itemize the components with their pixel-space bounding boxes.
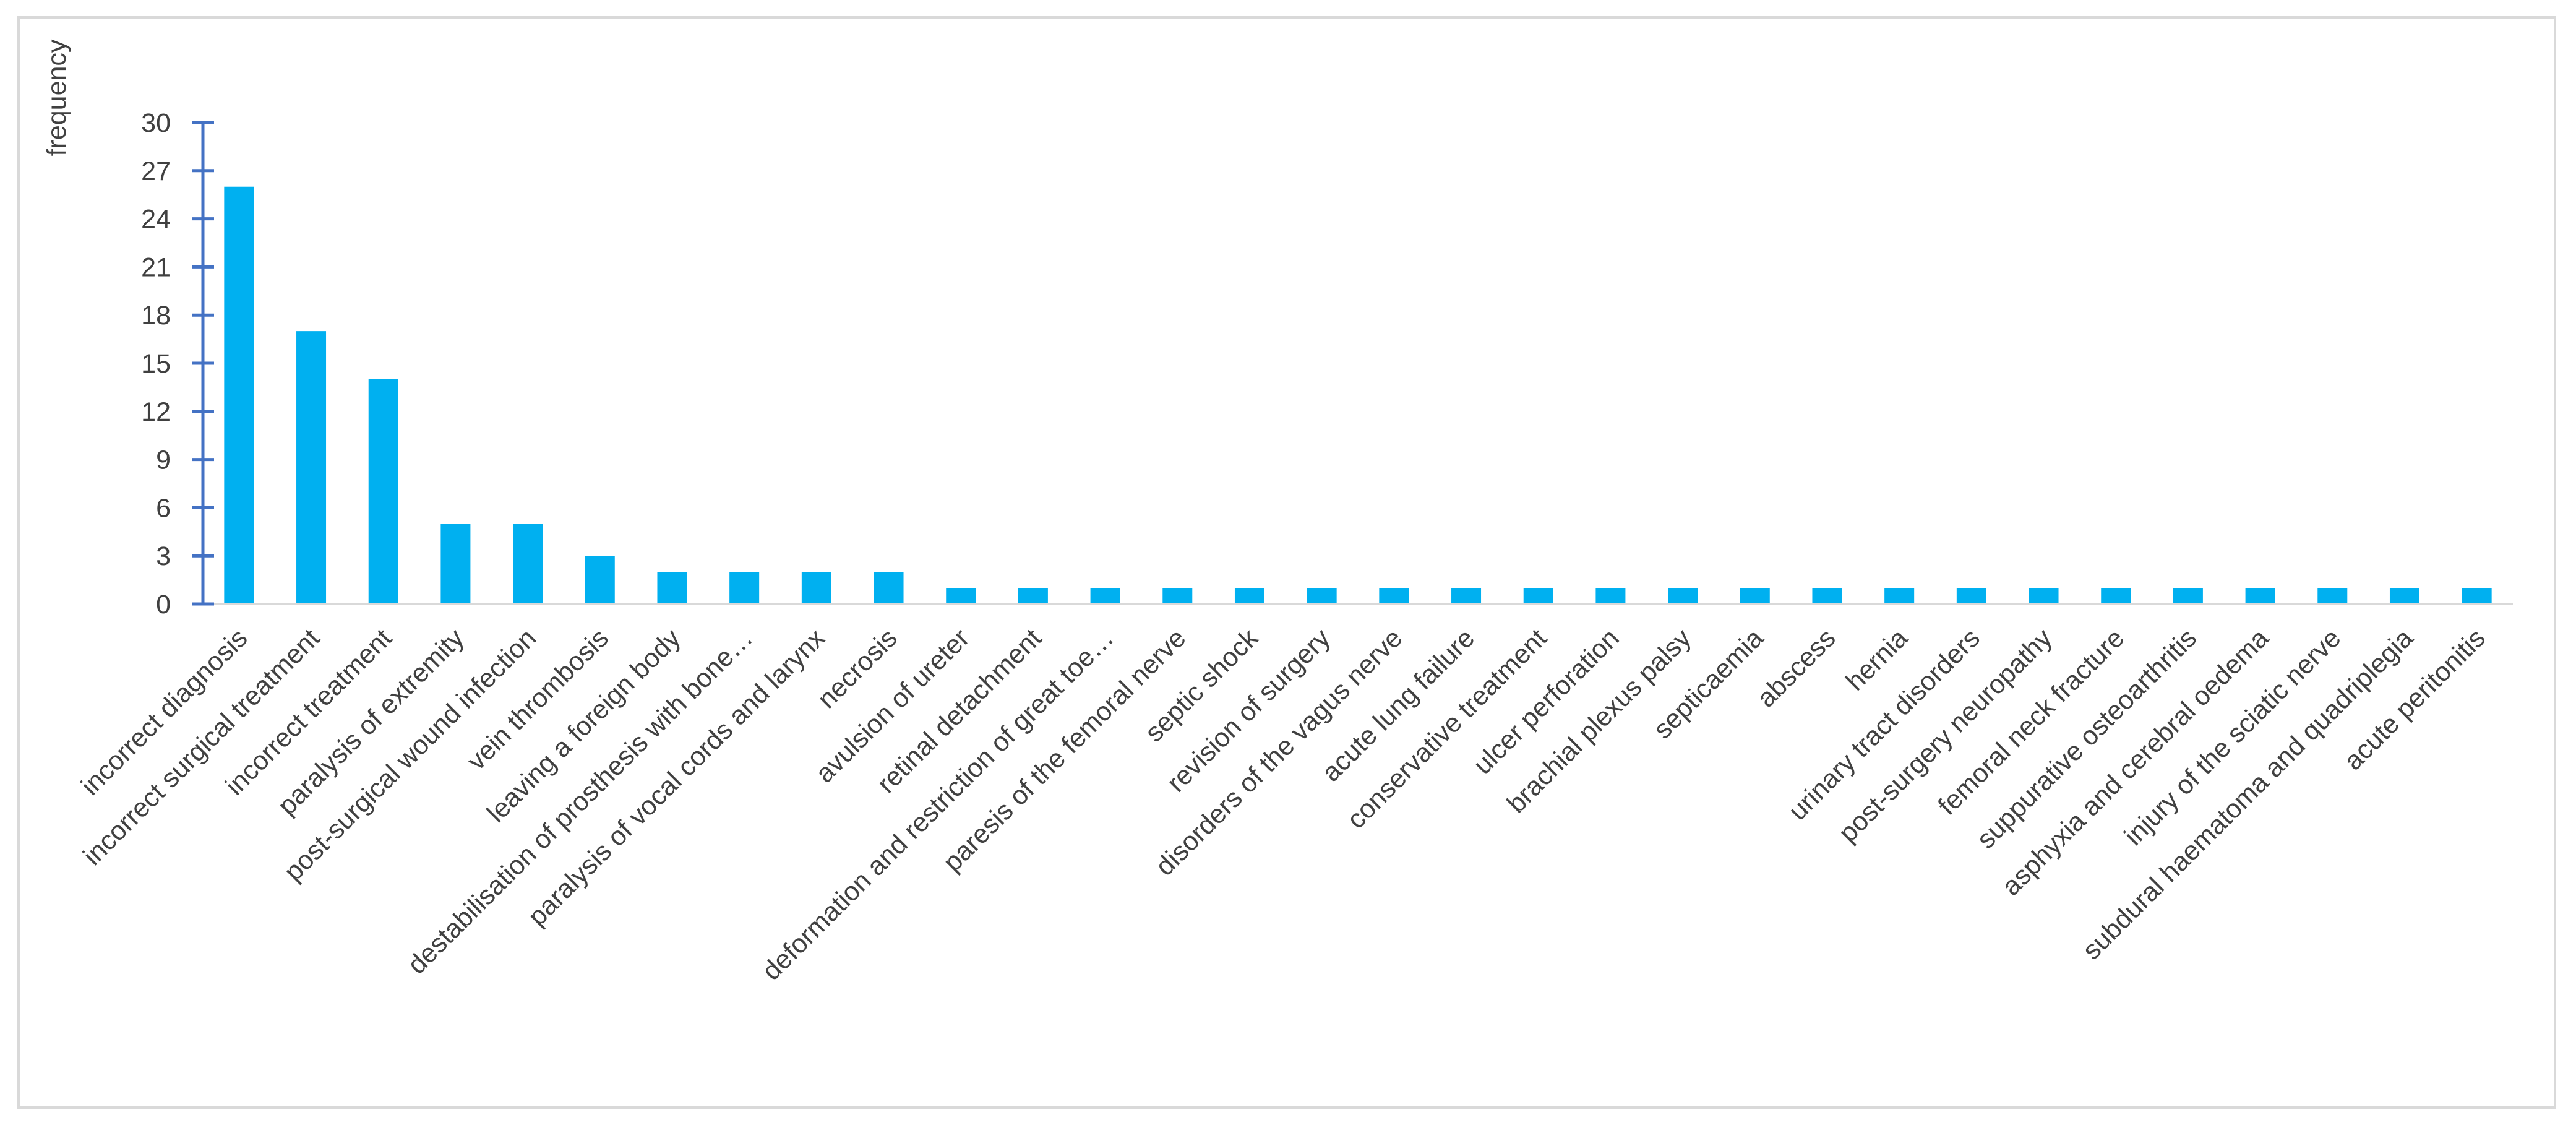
bar — [657, 572, 687, 604]
y-tick-label: 0 — [156, 590, 171, 619]
bar — [1379, 588, 1409, 604]
bars-group — [224, 186, 2492, 604]
bar — [2245, 588, 2275, 604]
bar — [1956, 588, 1986, 604]
chart-frame — [17, 16, 2556, 1109]
bar — [2462, 588, 2492, 604]
bar — [1884, 588, 1915, 604]
y-tick-label: 12 — [141, 397, 171, 427]
bar — [440, 524, 471, 604]
bar — [296, 331, 327, 604]
y-tick-label: 21 — [141, 252, 171, 282]
y-tick-label: 15 — [141, 349, 171, 379]
bar — [1018, 588, 1048, 604]
bar — [1523, 588, 1553, 604]
bar — [729, 572, 760, 604]
y-tick-label: 24 — [141, 205, 171, 235]
bar — [1668, 588, 1698, 604]
y-ticks-group: 0 3 6 9 12 15 18 21 24 27 30 — [141, 108, 214, 619]
bar — [1812, 588, 1842, 604]
bar — [224, 186, 254, 604]
bar — [513, 524, 543, 604]
bar — [874, 572, 904, 604]
bar — [2029, 588, 2059, 604]
bar — [2389, 588, 2419, 604]
x-tick-label: abscess — [1751, 623, 1841, 713]
bar — [1595, 588, 1626, 604]
bar — [1162, 588, 1193, 604]
x-tick-label: subdural haematoma and quadriplegia — [2077, 623, 2419, 965]
y-tick-label: 18 — [141, 301, 171, 330]
x-tick-label: asphyxia and cerebral oedema — [1996, 623, 2275, 902]
bar — [946, 588, 976, 604]
bar — [1234, 588, 1264, 604]
bar — [368, 379, 398, 604]
bar — [1451, 588, 1482, 604]
y-tick-label: 9 — [156, 446, 171, 475]
axes-group — [201, 123, 2513, 605]
bar — [2317, 588, 2348, 604]
y-tick-label: 30 — [141, 108, 171, 138]
y-tick-label: 6 — [156, 493, 171, 523]
bar — [1740, 588, 1770, 604]
bar — [2173, 588, 2203, 604]
bar — [2101, 588, 2131, 604]
bar — [585, 556, 615, 604]
y-tick-label: 3 — [156, 541, 171, 571]
y-axis-title: frequency — [42, 39, 72, 156]
bar — [1307, 588, 1337, 604]
bar — [801, 572, 831, 604]
y-tick-label: 27 — [141, 157, 171, 186]
bar — [1090, 588, 1120, 604]
